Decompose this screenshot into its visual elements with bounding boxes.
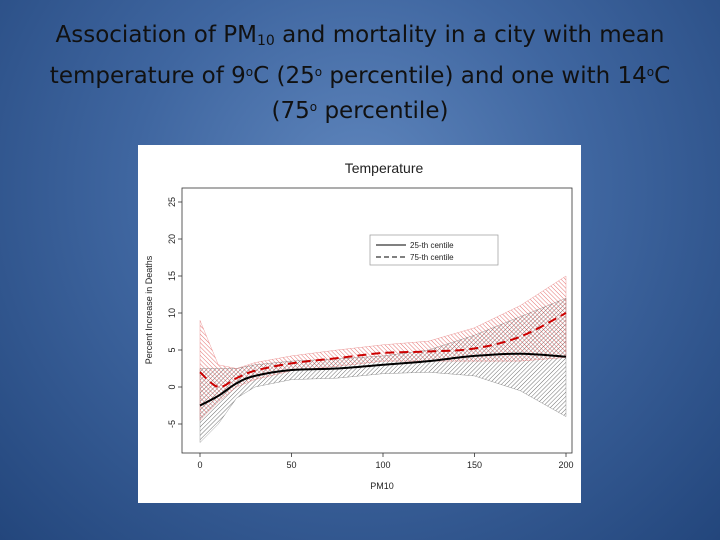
x-tick-label: 150 xyxy=(467,460,482,470)
x-tick-label: 200 xyxy=(558,460,573,470)
y-tick-label: -5 xyxy=(167,420,177,428)
y-tick-label: 5 xyxy=(167,347,177,352)
chart-panel: Temperature 0 50 100 150 200 -5 0 5 10 15 20 25 PM1… xyxy=(138,145,581,503)
x-axis-label: PM10 xyxy=(370,481,394,491)
confidence-band-1 xyxy=(200,276,566,420)
y-tick-label: 10 xyxy=(167,308,177,318)
x-tick-label: 100 xyxy=(375,460,390,470)
chart-title: Temperature xyxy=(345,160,424,176)
x-tick-label: 0 xyxy=(197,460,202,470)
y-tick-label: 15 xyxy=(167,271,177,281)
chart: Temperature 0 50 100 150 200 -5 0 5 10 15 20 25 PM1… xyxy=(138,145,581,503)
y-axis-label: Percent Increase in Deaths xyxy=(144,255,154,364)
y-tick-label: 20 xyxy=(167,234,177,244)
x-tick-label: 50 xyxy=(286,460,296,470)
legend-label-75: 75-th centile xyxy=(410,253,454,262)
legend: 25-th centile 75-th centile xyxy=(370,235,498,265)
slide-title: Association of PM10 and mortality in a c… xyxy=(40,20,680,127)
legend-label-25: 25-th centile xyxy=(410,241,454,250)
y-tick-label: 25 xyxy=(167,197,177,207)
y-tick-label: 0 xyxy=(167,384,177,389)
